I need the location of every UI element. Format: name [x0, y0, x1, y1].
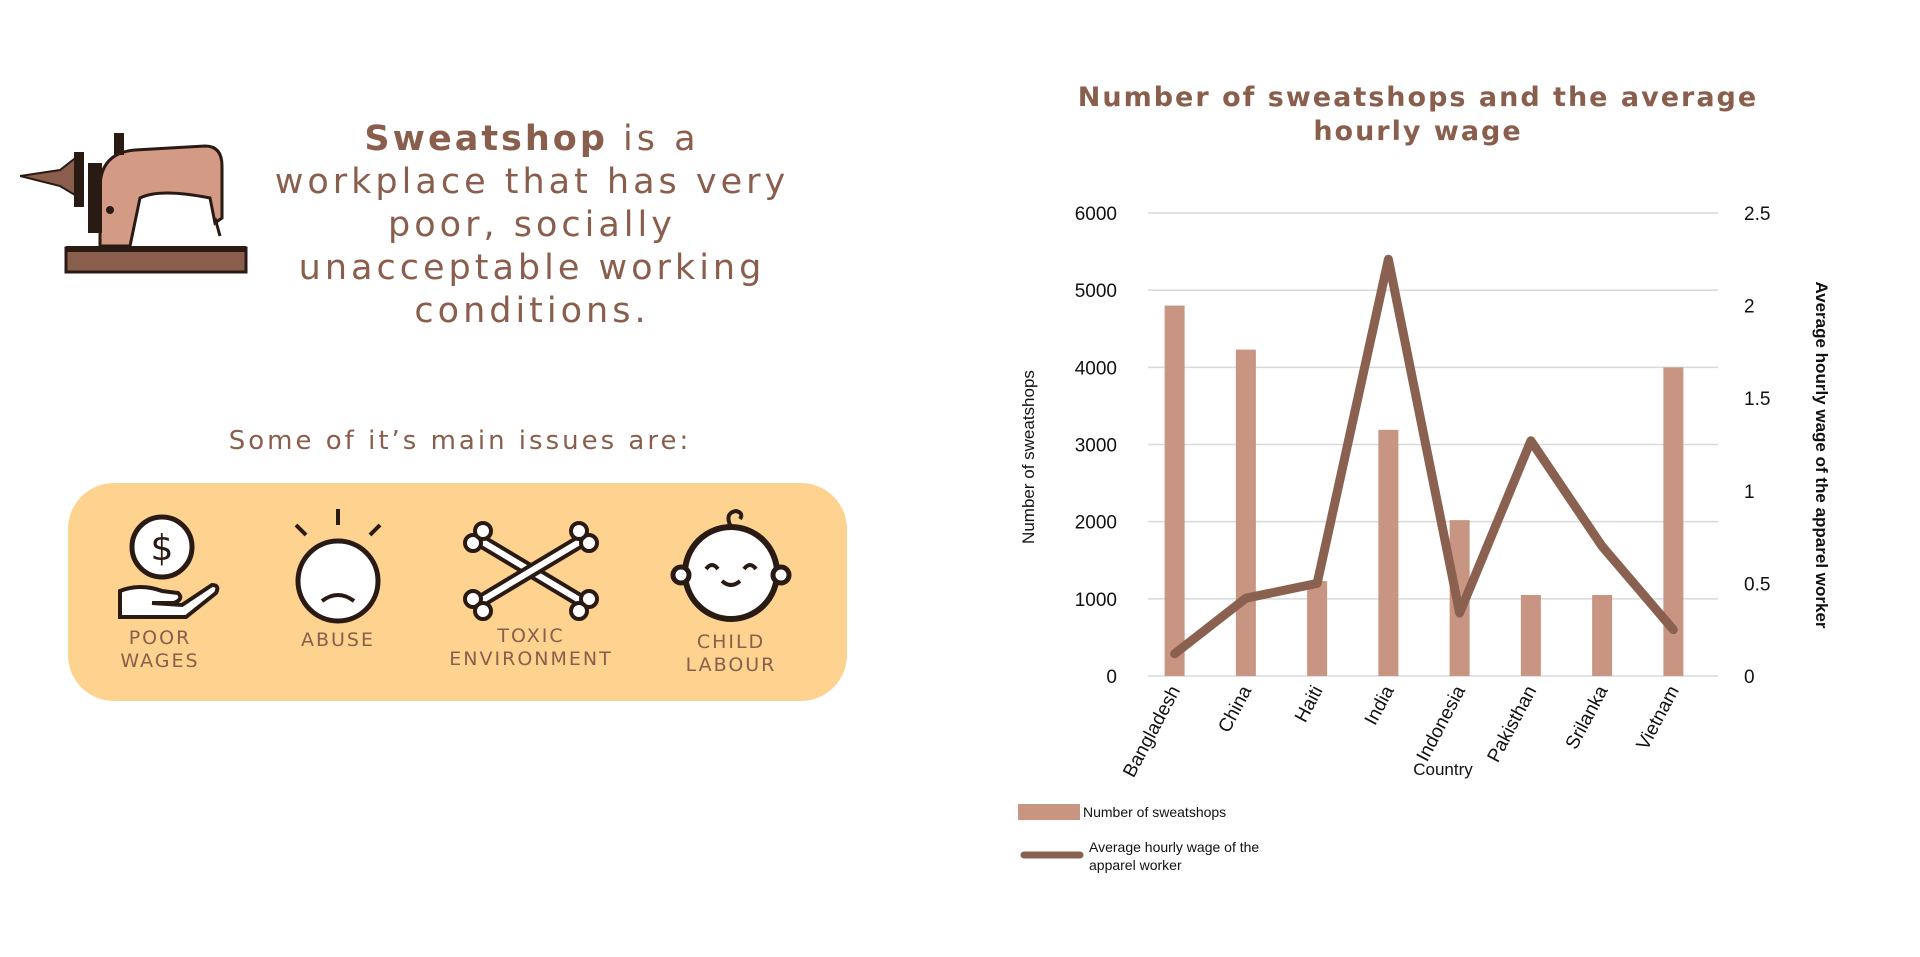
- legend-line-label-1: Average hourly wage of the: [1089, 839, 1259, 855]
- y2-axis-label: Average hourly wage of the apparel worke…: [1812, 281, 1831, 628]
- x-axis-label: Country: [1413, 760, 1473, 779]
- intro-keyword: Sweatshop: [364, 119, 608, 159]
- issue-label-line2: LABOUR: [685, 654, 777, 676]
- bar: [1307, 581, 1328, 676]
- y-tick-label: 4000: [1075, 358, 1117, 379]
- crossbones-icon: [463, 521, 599, 621]
- y2-tick-label: 0.5: [1744, 574, 1770, 595]
- x-tick-label: Indonesia: [1413, 682, 1470, 765]
- sewing-machine-icon: [20, 133, 248, 274]
- wage-line: [1170, 254, 1678, 659]
- intro-text: Sweatshop is a workplace that has very p…: [262, 118, 802, 333]
- x-tick-label: Pakisthan: [1484, 682, 1542, 766]
- baby-face-icon: [670, 508, 792, 622]
- y-tick-label: 3000: [1075, 436, 1117, 457]
- issue-poor-wages: $ POOR WAGES: [60, 513, 260, 673]
- issue-child-labour: CHILD LABOUR: [631, 507, 831, 677]
- bar: [1164, 305, 1185, 676]
- y2-tick-label: 2: [1744, 297, 1755, 318]
- y-tick-label: 6000: [1075, 204, 1117, 225]
- chart-title-line1: Number of sweatshops and the average: [1078, 82, 1758, 113]
- y2-tick-label: 1: [1744, 482, 1755, 503]
- y2-tick-label: 2.5: [1744, 204, 1770, 225]
- money-hand-icon: $: [118, 514, 220, 619]
- issue-label-line1: ABUSE: [300, 629, 375, 651]
- issue-label-line2: ENVIRONMENT: [449, 648, 613, 670]
- x-tick-label: Haiti: [1291, 682, 1327, 725]
- x-tick-label: Srilanka: [1562, 682, 1613, 753]
- bar: [1378, 429, 1399, 676]
- y2-tick-label: 0: [1744, 667, 1755, 688]
- issues-heading: Some of it’s main issues are:: [228, 426, 692, 456]
- x-tick-label: China: [1214, 682, 1256, 736]
- issue-toxic-environment: TOXIC ENVIRONMENT: [431, 521, 631, 671]
- y-tick-label: 1000: [1075, 590, 1117, 611]
- bar: [1520, 594, 1541, 676]
- y-axis-label: Number of sweatshops: [1019, 370, 1038, 544]
- y2-axis-ticks: 0 0.5 1 1.5 2 2.5: [1744, 204, 1770, 688]
- bar-series: [1164, 305, 1684, 676]
- legend-line-label-2: apparel worker: [1089, 857, 1182, 873]
- y-tick-label: 2000: [1075, 513, 1117, 534]
- intro-definition: is a workplace that has very poor, socia…: [274, 119, 790, 331]
- issue-label-line1: CHILD: [696, 631, 766, 653]
- issue-abuse: ABUSE: [238, 505, 438, 652]
- x-tick-label: India: [1361, 682, 1399, 729]
- y-tick-label: 5000: [1075, 281, 1117, 302]
- legend-bar-label: Number of sweatshops: [1083, 804, 1226, 820]
- issue-label-line2: WAGES: [120, 650, 200, 672]
- bar: [1235, 349, 1256, 676]
- x-tick-label: Vietnam: [1633, 682, 1684, 753]
- x-axis-ticks: Bangladesh China Haiti India Indonesia Pakist…: [1119, 682, 1683, 781]
- svg-text:$: $: [151, 528, 174, 569]
- y-tick-label: 0: [1106, 667, 1117, 688]
- issue-label-line1: POOR: [128, 627, 192, 649]
- bar: [1663, 367, 1684, 676]
- issue-label-line1: TOXIC: [497, 625, 565, 647]
- sad-face-icon: [294, 509, 382, 624]
- bar: [1592, 594, 1613, 676]
- issues-panel: $ POOR WAGES ABUSE: [68, 483, 847, 701]
- x-tick-label: Bangladesh: [1119, 682, 1185, 780]
- y2-tick-label: 1.5: [1744, 389, 1770, 410]
- chart-title-line2: hourly wage: [1313, 116, 1522, 147]
- y-axis-ticks: 0 1000 2000 3000 4000 5000 6000: [1075, 204, 1117, 688]
- legend-bar-swatch: [1018, 804, 1080, 820]
